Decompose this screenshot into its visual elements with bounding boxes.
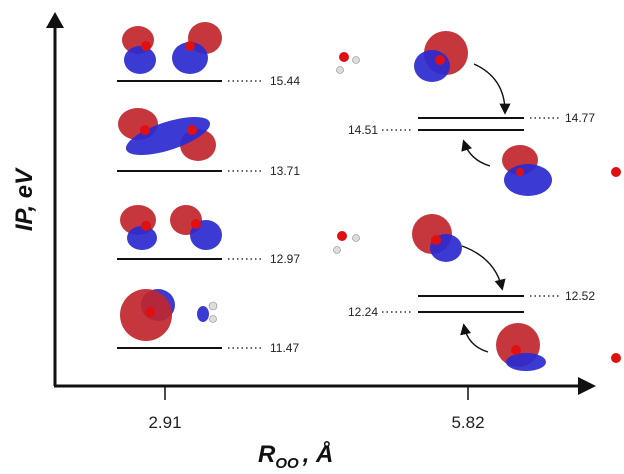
level-label: 12.97 — [270, 252, 300, 266]
x-axis-label-suffix: , Å — [302, 441, 334, 468]
x-axis-label-main: R — [258, 441, 276, 468]
level-label: 12.52 — [565, 289, 595, 303]
level-label: 15.44 — [270, 74, 300, 88]
x-axis-label: ROO, Å — [258, 441, 333, 472]
x-tick-label: 5.82 — [451, 413, 484, 432]
x-tick-label: 2.91 — [148, 413, 181, 432]
level-label: 11.47 — [270, 341, 299, 355]
arrows — [462, 64, 505, 352]
figure: 2.91 5.82 IP, eV ROO, Å 15.44 13.71 12.9… — [0, 0, 624, 474]
y-axis-label: IP, eV — [11, 167, 38, 231]
level-label: 13.71 — [270, 164, 300, 178]
x-arrow — [578, 377, 596, 395]
x-axis-label-subscript: OO — [275, 455, 299, 472]
level-label: 14.51 — [348, 123, 378, 137]
y-arrow — [46, 12, 64, 28]
level-label: 12.24 — [348, 305, 378, 319]
level-label: 14.77 — [565, 111, 595, 125]
